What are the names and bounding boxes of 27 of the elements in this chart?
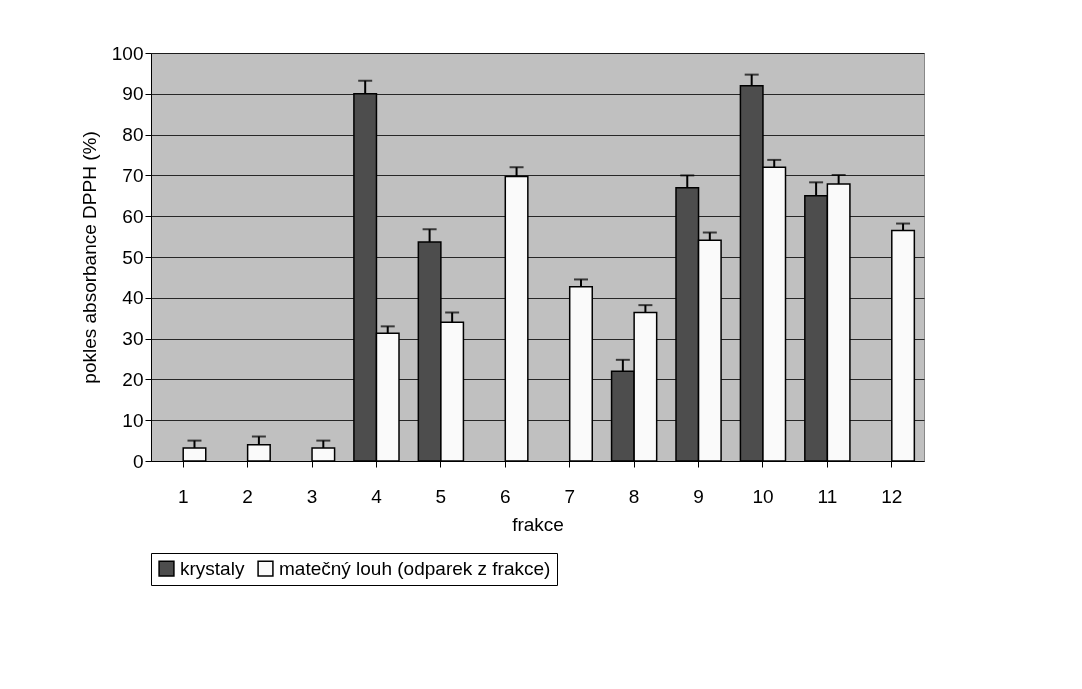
x-tick-label: 12	[881, 486, 903, 507]
x-tick-label: 2	[242, 486, 253, 507]
y-tick-label: 80	[122, 124, 144, 146]
x-tick-label: 4	[371, 486, 383, 507]
y-tick-label: 90	[122, 83, 144, 105]
y-tick-label: 20	[122, 368, 144, 390]
x-tick-label: 10	[752, 486, 774, 507]
y-tick-label: 50	[122, 246, 144, 268]
y-tick-label: 70	[122, 164, 144, 186]
x-tick-label: 8	[628, 486, 640, 507]
y-tick-label: 10	[122, 409, 144, 431]
y-tick-label: 100	[111, 42, 144, 64]
x-tick-label: 5	[435, 486, 447, 507]
y-tick-label: 60	[122, 205, 144, 227]
x-tick-label: 6	[500, 486, 511, 507]
y-axis-title: pokles absorbance DPPH (%)	[78, 131, 100, 384]
x-tick-label: 9	[693, 486, 704, 507]
x-tick-label: 11	[817, 486, 838, 507]
y-tick-label: 30	[122, 328, 144, 350]
legend-label: matečný louh (odparek z frakce)	[279, 557, 551, 579]
x-tick-label: 1	[177, 486, 189, 507]
y-tick-label: 0	[132, 450, 144, 472]
x-axis-title: frakce	[512, 514, 564, 535]
legend-label: krystaly	[180, 557, 245, 579]
y-tick-label: 40	[122, 287, 144, 309]
x-tick-label: 3	[306, 486, 318, 507]
x-tick-label: 7	[564, 486, 575, 507]
